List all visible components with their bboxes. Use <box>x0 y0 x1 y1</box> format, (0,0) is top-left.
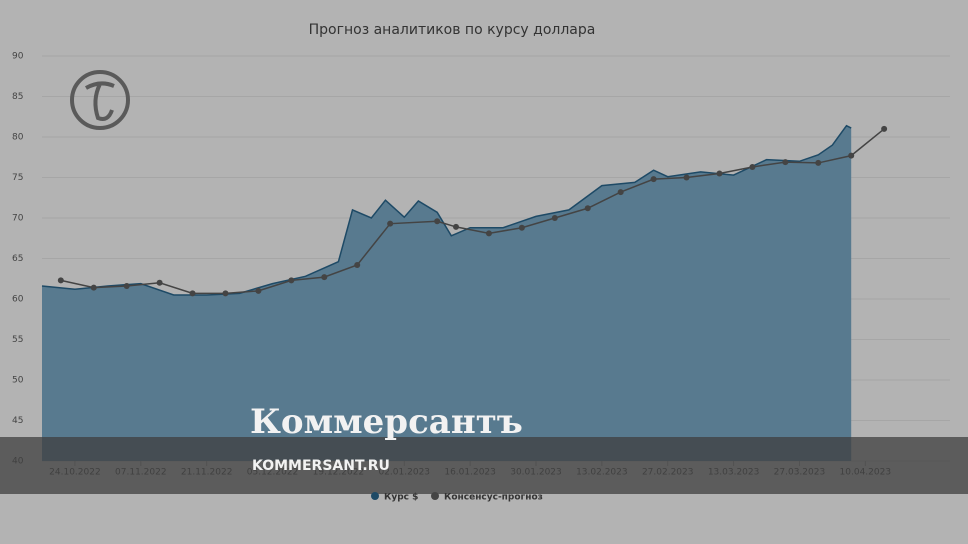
point <box>518 224 525 231</box>
point <box>683 174 690 181</box>
watermark-band <box>0 437 968 494</box>
point <box>551 215 558 221</box>
point <box>782 159 789 166</box>
point <box>453 223 460 230</box>
legend-marker <box>431 492 439 500</box>
point <box>650 176 657 183</box>
point <box>485 230 492 237</box>
y-tick-label: 85 <box>12 92 23 102</box>
point <box>321 274 328 281</box>
point <box>156 279 163 286</box>
y-tick-label: 80 <box>12 133 24 143</box>
legend-label: Курс $ <box>384 493 418 503</box>
watermark-brand: Коммерсантъ <box>250 402 523 442</box>
line <box>60 128 885 295</box>
y-tick-label: 65 <box>12 254 23 264</box>
area <box>42 125 852 461</box>
y-tick-label: 55 <box>12 335 23 345</box>
point <box>123 283 130 290</box>
point <box>584 205 591 212</box>
y-tick-label: 60 <box>12 295 24 305</box>
point <box>255 287 262 294</box>
legend-label: Консенсус-прогноз <box>444 493 543 503</box>
point <box>716 170 723 177</box>
point <box>617 189 624 196</box>
logo <box>70 70 130 130</box>
point <box>90 284 97 291</box>
area-line <box>41 124 852 296</box>
point <box>434 218 441 225</box>
legend-marker <box>371 492 379 500</box>
point <box>57 277 64 284</box>
y-tick-label: 90 <box>12 52 24 62</box>
point <box>354 261 361 268</box>
point <box>749 163 756 170</box>
y-tick-label: 75 <box>12 173 23 183</box>
point <box>387 220 394 227</box>
y-tick-label: 45 <box>12 416 23 426</box>
y-tick-label: 70 <box>12 214 24 224</box>
point <box>288 277 295 284</box>
watermark-site: KOMMERSANT.RU <box>252 458 390 474</box>
point <box>848 152 855 159</box>
point <box>815 159 822 166</box>
y-tick-label: 50 <box>12 376 24 386</box>
point <box>189 290 196 297</box>
point <box>222 290 229 297</box>
point <box>881 125 888 132</box>
chart-title: Прогноз аналитиков по курсу доллара <box>309 22 596 38</box>
legend: Курс $ Консенсус-прогноз <box>371 492 543 503</box>
